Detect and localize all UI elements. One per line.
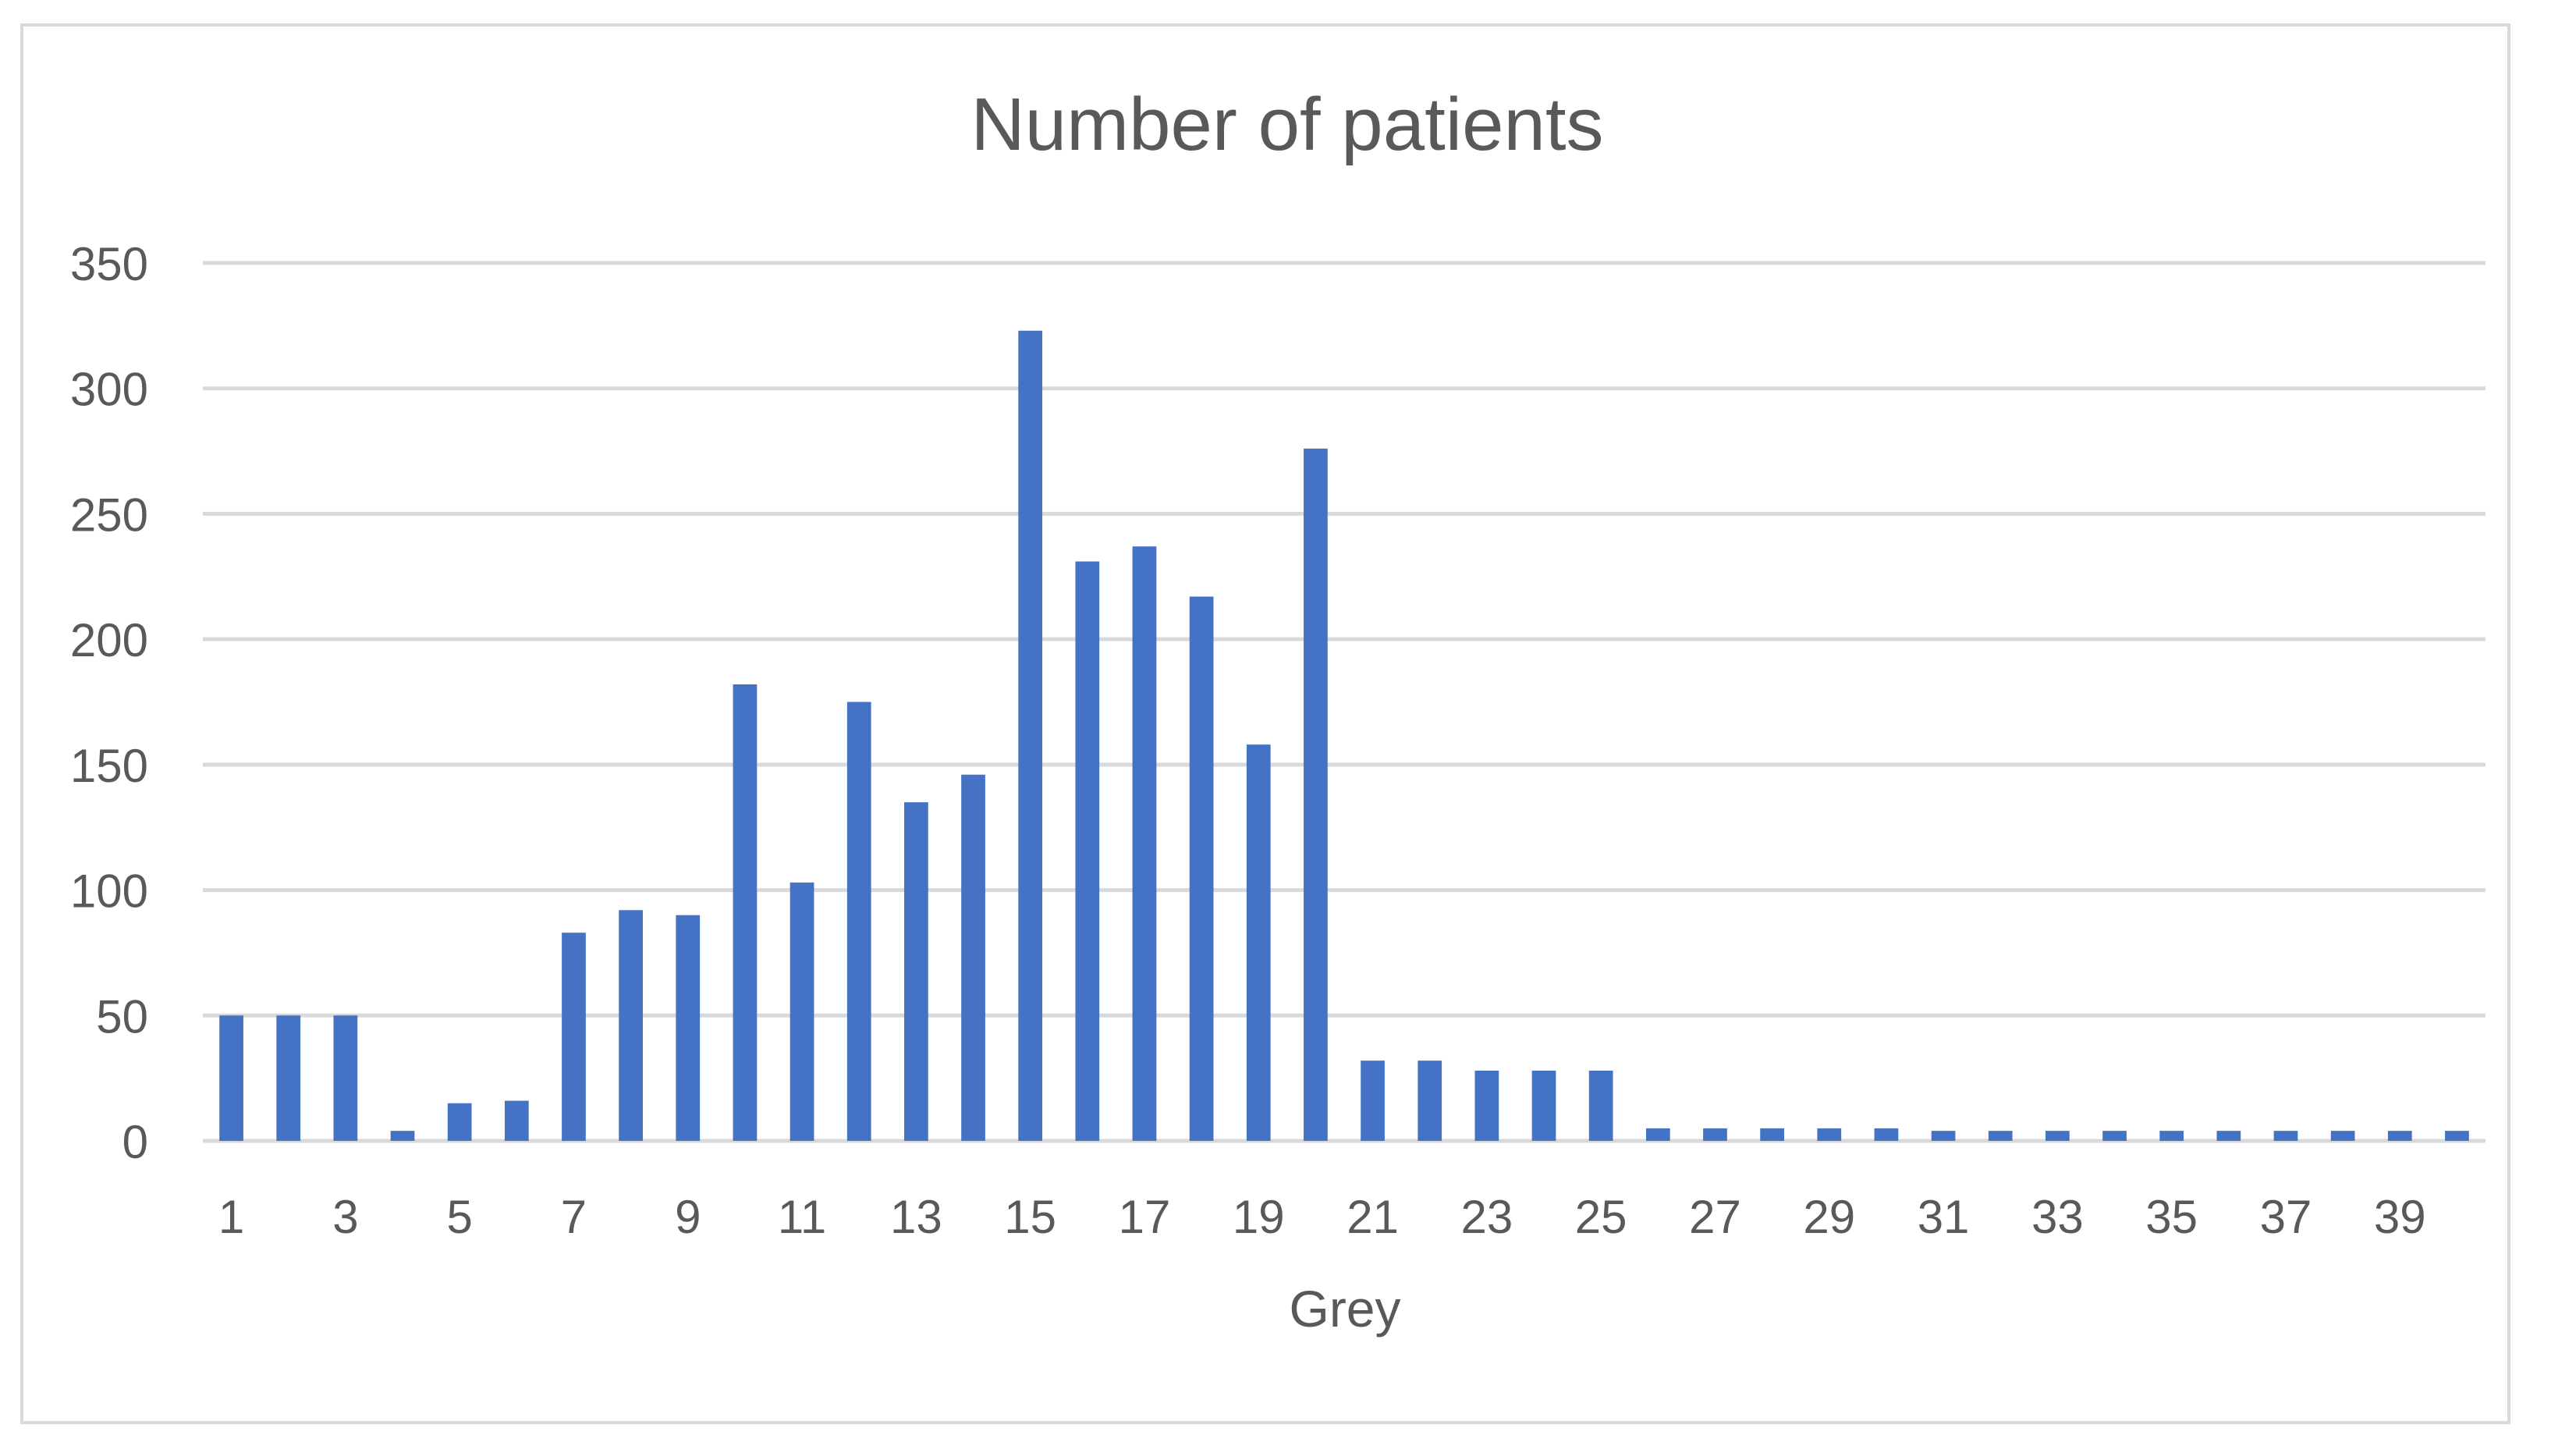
bar-37: [2273, 1131, 2298, 1141]
y-tick-label: 200: [70, 614, 148, 666]
bar-16: [1075, 561, 1100, 1141]
bar-20: [1304, 448, 1328, 1141]
bar-28: [1760, 1128, 1784, 1141]
x-tick-label: 5: [446, 1191, 472, 1243]
x-tick-label: 11: [778, 1191, 826, 1243]
x-tick-label: 37: [2260, 1191, 2312, 1243]
bar-17: [1132, 546, 1157, 1141]
y-tick-label: 300: [70, 364, 148, 416]
bar-38: [2330, 1131, 2355, 1141]
bar-6: [504, 1100, 529, 1141]
y-tick-label: 350: [70, 238, 148, 290]
bar-24: [1531, 1071, 1556, 1141]
bar-7: [562, 933, 586, 1141]
bar-12: [846, 702, 871, 1141]
x-tick-label: 33: [2031, 1191, 2084, 1243]
bar-5: [447, 1103, 472, 1141]
bar-35: [2159, 1131, 2184, 1141]
bar-40: [2445, 1131, 2469, 1141]
chart-title: Number of patients: [970, 83, 1603, 166]
bar-33: [2046, 1131, 2070, 1141]
bar-23: [1474, 1071, 1499, 1141]
bar-25: [1588, 1071, 1613, 1141]
y-tick-label: 0: [122, 1116, 148, 1168]
bar-2: [276, 1015, 301, 1141]
bar-11: [789, 882, 814, 1141]
x-tick-label: 9: [675, 1191, 701, 1243]
x-tick-label: 3: [332, 1191, 358, 1243]
bar-31: [1931, 1131, 1956, 1141]
bar-34: [2102, 1131, 2127, 1141]
bar-13: [904, 802, 928, 1141]
x-tick-label: 25: [1575, 1191, 1627, 1243]
y-axis-ticks: 0 50 100 150 200 250 300 350: [70, 238, 148, 1168]
bar-26: [1645, 1128, 1670, 1141]
x-tick-label: 31: [1918, 1191, 1970, 1243]
x-tick-label: 39: [2374, 1191, 2426, 1243]
x-tick-label: 7: [561, 1191, 587, 1243]
bars: [219, 330, 2469, 1142]
y-tick-label: 100: [70, 865, 148, 918]
x-tick-label: 17: [1119, 1191, 1171, 1243]
bar-3: [333, 1015, 358, 1141]
x-axis-ticks: 1 3 5 7 9 11 13 15 17 19 21 23 25 27 29 31 33 35 37 39: [218, 1191, 2426, 1243]
bar-30: [1874, 1128, 1899, 1141]
x-tick-label: 27: [1689, 1191, 1741, 1243]
bar-1: [219, 1015, 243, 1141]
x-tick-label: 29: [1803, 1191, 1855, 1243]
gridlines: [203, 261, 2486, 1143]
bar-22: [1418, 1061, 1442, 1141]
bar-27: [1703, 1128, 1727, 1141]
bar-14: [961, 774, 985, 1141]
x-tick-label: 23: [1461, 1191, 1513, 1243]
bar-21: [1361, 1061, 1385, 1141]
x-tick-label: 13: [890, 1191, 942, 1243]
bar-39: [2387, 1131, 2412, 1141]
bar-15: [1018, 330, 1043, 1142]
bar-4: [390, 1131, 415, 1141]
y-tick-label: 150: [70, 740, 148, 792]
bar-19: [1246, 744, 1271, 1141]
bar-10: [733, 684, 758, 1141]
bar-29: [1817, 1128, 1842, 1141]
x-axis-label: Grey: [1289, 1280, 1400, 1338]
x-tick-label: 35: [2145, 1191, 2198, 1243]
bar-9: [676, 915, 701, 1141]
x-tick-label: 1: [218, 1191, 244, 1243]
bar-8: [619, 910, 643, 1141]
bar-32: [1988, 1131, 2013, 1141]
x-tick-label: 19: [1233, 1191, 1285, 1243]
x-tick-label: 21: [1347, 1191, 1399, 1243]
chart-frame: [20, 23, 2510, 1424]
bar-18: [1189, 596, 1214, 1141]
y-tick-label: 250: [70, 489, 148, 541]
y-tick-label: 50: [96, 990, 148, 1043]
bar-36: [2216, 1131, 2241, 1141]
x-tick-label: 15: [1004, 1191, 1056, 1243]
